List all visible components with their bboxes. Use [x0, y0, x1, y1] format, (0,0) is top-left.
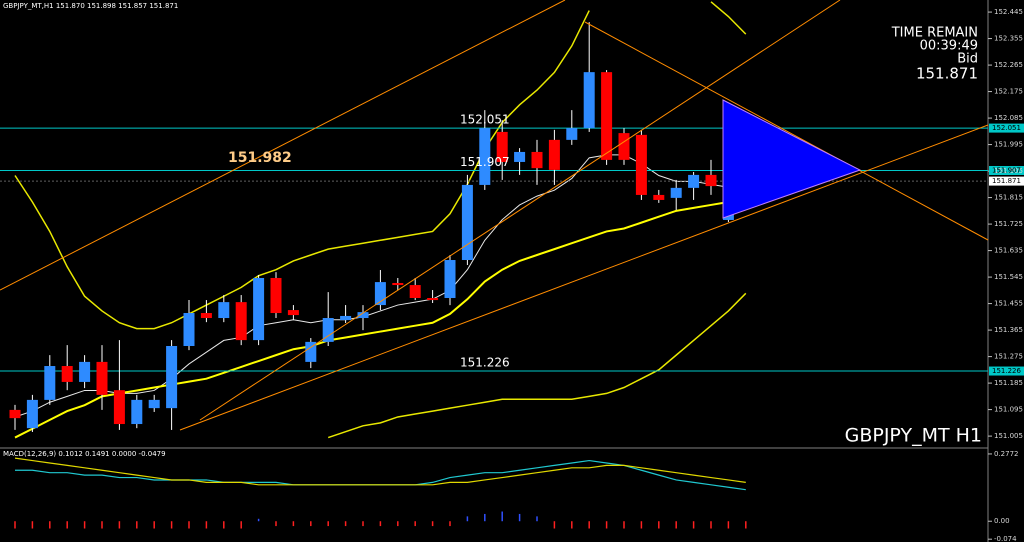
candle-body — [96, 361, 108, 395]
candle-body — [653, 194, 665, 200]
candle-body — [374, 282, 386, 306]
y-tick-label: 151.095 — [994, 406, 1023, 414]
candle-body — [79, 361, 91, 382]
chart-title: GBPJPY_MT,H1 151.870 151.898 151.857 151… — [3, 2, 178, 10]
level-axis-label: 151.907 — [992, 166, 1021, 174]
y-tick-label: 151.275 — [994, 353, 1023, 361]
candle-body — [357, 312, 369, 319]
y-tick-label: 0.2772 — [994, 450, 1019, 458]
y-tick-label: 151.725 — [994, 220, 1023, 228]
bid: 151.871 — [916, 65, 978, 83]
time-remain: 00:39:49 — [920, 39, 978, 54]
candle-body — [409, 285, 421, 298]
candle-body — [531, 151, 543, 169]
trend-line — [199, 0, 841, 421]
y-tick-label: 152.355 — [994, 35, 1023, 43]
overlays — [14, 1, 747, 439]
candle-body — [200, 313, 212, 319]
triangle — [722, 99, 862, 219]
y-tick-label: 0.00 — [994, 517, 1010, 525]
macd-title: MACD(12,26,9) 0.1012 0.1491 0.0000 -0.04… — [3, 450, 166, 458]
candle-body — [218, 302, 230, 319]
candle-body — [113, 390, 125, 425]
y-tick-label: 152.265 — [994, 61, 1023, 69]
macd-line — [14, 457, 746, 486]
candle-body — [305, 341, 317, 362]
candle-body — [148, 399, 160, 409]
candle-body — [235, 302, 247, 341]
trend-line — [179, 124, 989, 431]
level-box — [989, 123, 1024, 133]
candle-body — [340, 315, 352, 321]
candle-body — [566, 128, 578, 140]
candle-body — [705, 174, 717, 187]
y-tick-label: 151.995 — [994, 141, 1023, 149]
candle-body — [26, 399, 38, 429]
y-tick-label: 152.175 — [994, 88, 1023, 96]
candle-body — [548, 139, 560, 170]
indicator-line — [14, 195, 747, 439]
y-tick-label: -0.074 — [994, 535, 1017, 542]
candle-body — [427, 298, 439, 301]
y-tick-label: 151.815 — [994, 194, 1023, 202]
level-axis-label: 151.226 — [992, 367, 1021, 375]
trend-line — [584, 21, 989, 241]
candle-body — [618, 133, 630, 160]
candle-body — [635, 134, 647, 195]
bid-axis-label: 151.871 — [992, 177, 1021, 185]
candle-body — [166, 345, 178, 409]
y-tick-label: 151.635 — [994, 247, 1023, 255]
y-tick-label: 151.545 — [994, 273, 1023, 281]
level-box — [989, 165, 1024, 175]
y-tick-label: 151.185 — [994, 379, 1023, 387]
candle-body — [479, 128, 491, 185]
symbol-label: GBPJPY_MT H1 — [845, 425, 982, 447]
candle-body — [44, 366, 56, 400]
drawings — [0, 0, 989, 431]
candle-body — [270, 277, 282, 314]
candle-body — [9, 409, 21, 419]
candle-body — [392, 282, 404, 286]
y-tick-label: 152.445 — [994, 8, 1023, 16]
candle-body — [183, 313, 195, 346]
candle-body — [61, 366, 73, 382]
level-label: 152.051 — [460, 113, 510, 127]
candle-body — [253, 277, 265, 341]
bid-box — [989, 176, 1024, 186]
bid-label: Bid — [957, 52, 978, 67]
y-tick-label: 151.455 — [994, 300, 1023, 308]
candle-body — [461, 184, 473, 261]
candle-body — [601, 72, 613, 160]
candle-body — [688, 174, 700, 188]
indicator-line — [327, 292, 747, 439]
candle-body — [287, 310, 299, 316]
level-label: 151.907 — [460, 155, 510, 169]
level-box — [989, 366, 1024, 376]
y-tick-label: 151.365 — [994, 326, 1023, 334]
candle-body — [670, 187, 682, 198]
candle-body — [444, 260, 456, 298]
time-remain-label: TIME REMAIN — [891, 26, 978, 41]
trend-line — [0, 0, 566, 291]
indicator-line — [14, 1, 747, 330]
y-tick-label: 151.005 — [994, 432, 1023, 440]
candle-body — [322, 318, 334, 342]
candle-body — [131, 399, 143, 425]
candle-body — [496, 131, 508, 162]
candle-body — [583, 72, 595, 129]
y-tick-label: 152.085 — [994, 114, 1023, 122]
annotation: 151.982 — [228, 150, 292, 166]
y-tick-label: 151.905 — [994, 167, 1023, 175]
level-axis-label: 152.051 — [992, 124, 1021, 132]
candle-body — [514, 151, 526, 162]
level-label: 151.226 — [460, 356, 510, 370]
